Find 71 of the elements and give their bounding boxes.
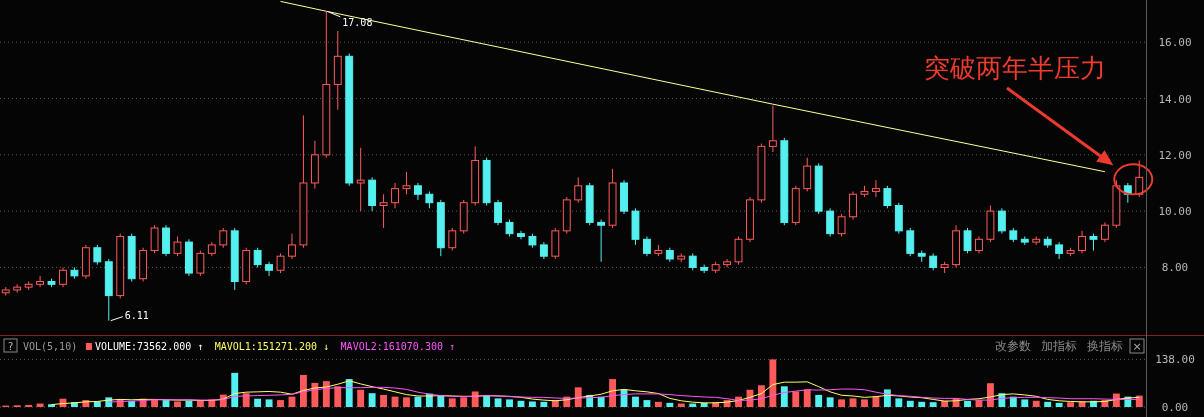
line-series [108,386,1140,403]
text: MAVOL1:151271.200 ↓ [214,341,330,352]
bar [1055,402,1063,407]
bar [345,379,353,407]
bar [437,394,445,407]
bar [528,401,536,407]
bar [609,379,617,407]
bar [780,386,788,407]
bar [872,396,880,407]
bar [838,399,846,407]
bar [803,389,811,407]
text: 加指标 [1041,339,1077,353]
annotation: 17.08 [342,16,373,28]
bar [666,402,674,407]
chart-title: VOL(5,10) [23,341,78,352]
bar [1032,400,1040,407]
bar [471,391,479,407]
bar [460,397,468,407]
bar [654,401,662,407]
bar [254,398,262,407]
text: 换指标 [1087,339,1123,353]
bar [448,398,456,407]
bar [494,398,502,407]
bar [334,386,342,407]
bar [632,396,639,407]
bar [380,394,388,407]
bar [540,401,548,407]
text: 改参数 [995,339,1031,353]
bar [861,399,868,407]
annotation: 6.11 [124,309,149,321]
bar [368,393,376,407]
bar [174,401,181,407]
bar [1067,402,1075,407]
bar [1044,401,1052,407]
bar [403,397,410,407]
bar [1021,399,1029,407]
bar [815,394,823,407]
y-tick-label: 0.00 [1161,401,1189,414]
bar [185,400,193,407]
line-series [280,0,1106,173]
bar [483,394,491,407]
y-tick-label: 16.00 [1158,36,1192,50]
bar [357,389,365,407]
bar [277,400,284,407]
bar [792,391,800,407]
bar [849,398,857,407]
text: ? [7,341,14,352]
y-tick-label: 10.00 [1158,205,1192,219]
bar [414,396,422,407]
bar [906,400,914,407]
bar [231,372,239,407]
bar [299,374,307,407]
bar [265,399,273,407]
text: MAVOL2:161070.300 ↑ [340,341,455,352]
bar [322,381,330,407]
bar [918,401,926,407]
y-tick-label: 138.00 [1155,353,1195,367]
bar [25,404,33,407]
bar [895,398,903,407]
bar [506,399,513,407]
bar [597,396,605,407]
y-tick-label: 14.00 [1158,92,1192,106]
bar [964,400,971,407]
annotation: 突破两年半压力 [924,53,1106,83]
bar [826,397,834,407]
bar [929,402,937,407]
bar [769,359,777,407]
bar [643,400,651,407]
legend-label: VOLUME:73562.000 ↑ [94,341,204,352]
y-tick-label: 8.00 [1161,261,1189,275]
y-tick-label: 12.00 [1158,148,1192,162]
